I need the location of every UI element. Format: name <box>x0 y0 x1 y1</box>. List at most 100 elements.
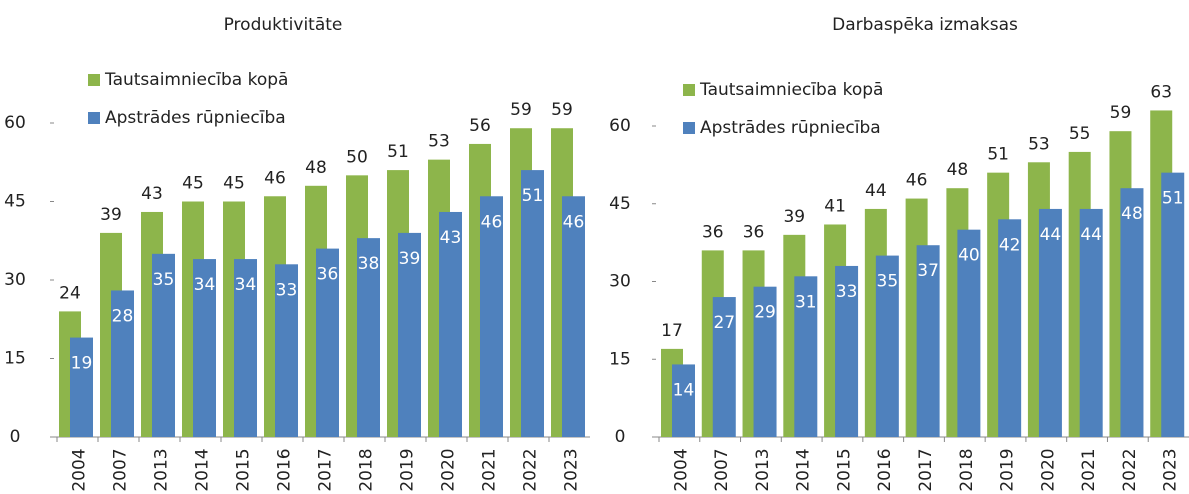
x-tick-label: 2018 <box>357 448 377 491</box>
x-tick-label: 2019 <box>398 448 418 491</box>
y-tick-label: 0 <box>10 427 21 447</box>
bar <box>1161 172 1185 437</box>
data-label: 44 <box>1080 225 1102 245</box>
x-tick-label: 2015 <box>834 448 854 491</box>
data-label: 45 <box>182 174 204 194</box>
data-label: 35 <box>877 272 899 292</box>
x-tick-label: 2022 <box>521 448 541 491</box>
data-label: 48 <box>947 160 969 180</box>
bar <box>712 297 736 437</box>
data-label: 48 <box>305 158 327 178</box>
bar <box>1120 188 1144 437</box>
data-label: 34 <box>194 275 216 295</box>
legend-label: Apstrādes rūpniecība <box>105 108 286 128</box>
bar <box>957 229 981 437</box>
data-label: 46 <box>481 212 503 232</box>
data-label: 36 <box>743 222 765 242</box>
bar <box>521 170 544 437</box>
x-tick-label: 2018 <box>957 448 977 491</box>
x-tick-label: 2014 <box>794 448 814 491</box>
data-label: 35 <box>153 270 175 290</box>
legend-label: Apstrādes rūpniecība <box>700 118 881 138</box>
bar <box>316 248 339 437</box>
x-tick-label: 2004 <box>70 448 90 491</box>
data-label: 48 <box>1121 204 1143 224</box>
bar <box>1079 208 1103 437</box>
x-tick-label: 2013 <box>152 448 172 491</box>
data-label: 59 <box>1110 103 1132 123</box>
data-label: 24 <box>59 283 81 303</box>
bar <box>275 264 298 437</box>
data-label: 39 <box>783 207 805 227</box>
x-tick-label: 2021 <box>480 448 500 491</box>
data-label: 46 <box>906 171 928 191</box>
legend-swatch <box>88 74 100 86</box>
x-tick-label: 2020 <box>439 448 459 491</box>
data-label: 40 <box>958 246 980 266</box>
data-label: 63 <box>1150 82 1172 102</box>
bar <box>152 253 175 437</box>
y-tick-label: 60 <box>609 116 631 136</box>
x-tick-label: 2013 <box>753 448 773 491</box>
data-label: 56 <box>469 116 491 136</box>
data-label: 39 <box>399 249 421 269</box>
x-tick-label: 2023 <box>1161 448 1181 491</box>
bar <box>916 245 940 437</box>
bar <box>835 265 859 437</box>
legend-label: Tautsaimniecība kopā <box>104 70 288 90</box>
x-tick-label: 2007 <box>111 448 131 491</box>
data-label: 27 <box>713 313 735 333</box>
x-tick-label: 2020 <box>1038 448 1058 491</box>
x-tick-label: 2015 <box>234 448 254 491</box>
data-label: 46 <box>264 168 286 188</box>
x-tick-label: 2021 <box>1079 448 1099 491</box>
x-tick-label: 2016 <box>275 448 295 491</box>
x-tick-label: 2007 <box>712 448 732 491</box>
bar <box>398 232 421 437</box>
y-tick-label: 0 <box>615 427 626 447</box>
bar <box>70 337 93 437</box>
data-label: 59 <box>551 100 573 120</box>
x-tick-label: 2022 <box>1120 448 1140 491</box>
bar <box>439 211 462 437</box>
x-tick-label: 2017 <box>916 448 936 491</box>
data-label: 38 <box>358 254 380 274</box>
bar <box>875 255 899 437</box>
data-label: 39 <box>100 205 122 225</box>
data-label: 43 <box>141 184 163 204</box>
data-label: 44 <box>865 181 887 201</box>
y-tick-label: 45 <box>609 194 631 214</box>
data-label: 51 <box>387 142 409 162</box>
data-label: 37 <box>917 261 939 281</box>
y-tick-label: 30 <box>4 270 26 290</box>
bar <box>234 259 257 437</box>
data-label: 55 <box>1069 124 1091 144</box>
bar <box>562 196 585 437</box>
data-label: 34 <box>235 275 257 295</box>
bar <box>753 286 777 437</box>
data-label: 41 <box>824 196 846 216</box>
data-label: 19 <box>71 354 93 374</box>
y-tick-label: 45 <box>4 192 26 212</box>
chart-title: Produktivitāte <box>224 15 343 35</box>
legend-swatch <box>88 112 100 124</box>
data-label: 14 <box>673 380 695 400</box>
legend-label: Tautsaimniecība kopā <box>699 80 883 100</box>
data-label: 46 <box>563 212 585 232</box>
bar <box>111 290 134 437</box>
data-label: 33 <box>836 282 858 302</box>
data-label: 44 <box>1040 225 1062 245</box>
y-tick-label: 30 <box>609 272 631 292</box>
bar <box>357 238 380 437</box>
data-label: 53 <box>428 132 450 152</box>
data-label: 51 <box>987 145 1009 165</box>
y-tick-label: 60 <box>4 113 26 133</box>
x-tick-label: 2004 <box>671 448 691 491</box>
bar <box>794 276 818 437</box>
chart-title: Darbaspēka izmaksas <box>832 15 1018 35</box>
bar <box>1038 208 1062 437</box>
bar <box>480 196 503 437</box>
data-label: 42 <box>999 235 1021 255</box>
data-label: 45 <box>223 174 245 194</box>
